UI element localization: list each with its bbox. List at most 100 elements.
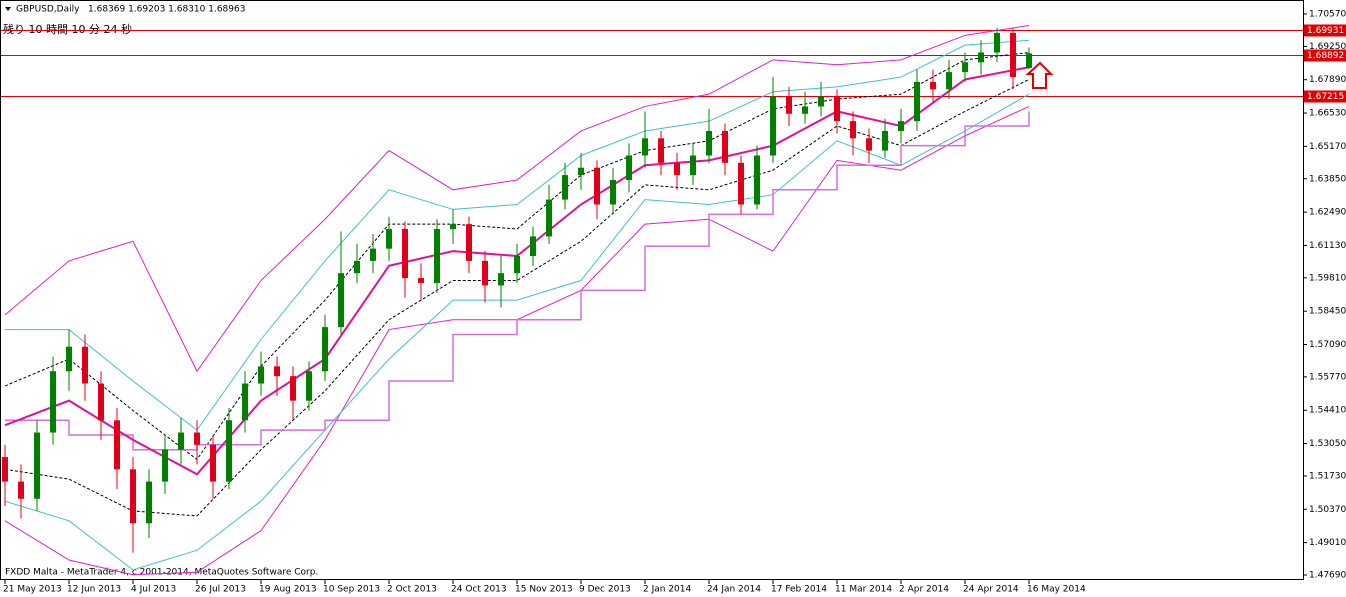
candle-body bbox=[690, 155, 696, 176]
candle-body bbox=[322, 327, 328, 372]
candle-body bbox=[642, 138, 648, 156]
x-tick-label: 16 May 2014 bbox=[1027, 585, 1086, 595]
candle-body bbox=[98, 383, 104, 421]
candle-body bbox=[802, 106, 808, 114]
candle-body bbox=[562, 175, 568, 200]
candle-body bbox=[466, 224, 472, 261]
candle-body bbox=[66, 346, 72, 372]
ohlc-info: 1.68369 1.69203 1.68310 1.68963 bbox=[88, 5, 245, 15]
candle-body bbox=[530, 236, 536, 257]
candle-body bbox=[82, 346, 88, 384]
y-tick-label: 1.69250 bbox=[1309, 42, 1346, 52]
candle-body bbox=[754, 155, 760, 205]
candle-body bbox=[482, 260, 488, 286]
candle-body bbox=[386, 229, 392, 249]
y-tick-label: 1.47690 bbox=[1309, 571, 1346, 581]
x-tick-label: 19 Aug 2013 bbox=[259, 585, 317, 595]
x-tick-label: 4 Jul 2013 bbox=[131, 585, 176, 595]
candle-body bbox=[1010, 32, 1016, 78]
indicator-line bbox=[5, 39, 1030, 431]
x-tick-label: 9 Dec 2013 bbox=[579, 585, 631, 595]
y-tick-label: 1.63850 bbox=[1309, 174, 1346, 184]
candle-body bbox=[786, 96, 792, 114]
y-tick-label: 1.66530 bbox=[1309, 109, 1346, 119]
y-tick-label: 1.50370 bbox=[1309, 505, 1346, 515]
arrow-marker bbox=[1025, 61, 1054, 89]
candle-body bbox=[354, 260, 360, 274]
y-tick-label: 1.70570 bbox=[1309, 10, 1346, 20]
candle-body bbox=[258, 366, 264, 384]
y-tick-label: 1.62490 bbox=[1309, 208, 1346, 218]
indicator-line bbox=[4, 51, 1030, 461]
price-label-box bbox=[1304, 49, 1346, 62]
candle-body bbox=[914, 81, 920, 122]
candle-body bbox=[210, 444, 216, 482]
x-tick-label: 11 Mar 2014 bbox=[835, 585, 892, 595]
x-tick-label: 15 Nov 2013 bbox=[515, 585, 573, 595]
candle-body bbox=[994, 32, 1000, 53]
candle-body bbox=[498, 273, 504, 286]
plot-frame bbox=[0, 0, 1304, 580]
candle-body bbox=[418, 278, 424, 283]
x-tick-label: 2 Apr 2014 bbox=[899, 585, 949, 595]
candle-body bbox=[946, 72, 952, 90]
footer: FXDD Malta - MetaTrader 4, c 2001-2014, … bbox=[5, 568, 318, 578]
candle-body bbox=[290, 376, 296, 401]
x-tick-label: 21 May 2013 bbox=[3, 585, 62, 595]
candle-body bbox=[130, 469, 136, 524]
candle-body bbox=[370, 248, 376, 261]
candle-body bbox=[930, 81, 936, 90]
indicator-line bbox=[4, 79, 1030, 517]
y-tick-label: 1.65170 bbox=[1309, 142, 1346, 152]
x-tick-label: 26 Jul 2013 bbox=[195, 585, 246, 595]
candle-body bbox=[194, 432, 200, 445]
y-tick-label: 1.61130 bbox=[1309, 241, 1346, 251]
candle-body bbox=[866, 138, 872, 151]
x-tick-label: 12 Jun 2013 bbox=[67, 585, 121, 595]
price-label-box bbox=[1304, 24, 1346, 37]
candle-body bbox=[594, 167, 600, 205]
price-label: 1.67215 bbox=[1307, 92, 1344, 102]
candle-body bbox=[722, 130, 728, 163]
candle-body bbox=[114, 420, 120, 470]
price-label-box bbox=[1304, 90, 1346, 103]
candle-body bbox=[546, 199, 552, 237]
candle-body bbox=[658, 138, 664, 163]
countdown: 残り 10 時間 10 分 24 秒 bbox=[3, 22, 132, 36]
candle-body bbox=[450, 224, 456, 230]
indicator-line bbox=[4, 25, 1030, 373]
candle-body bbox=[402, 229, 408, 279]
x-tick-label: 17 Feb 2014 bbox=[771, 585, 827, 595]
x-tick-label: 24 Jan 2014 bbox=[707, 585, 761, 595]
y-tick-label: 1.55770 bbox=[1309, 372, 1346, 382]
candle-body bbox=[178, 432, 184, 450]
candle-body bbox=[434, 229, 440, 283]
candle-body bbox=[226, 420, 232, 482]
candle-body bbox=[242, 383, 248, 421]
x-tick-label: 24 Apr 2014 bbox=[963, 585, 1019, 595]
candle-body bbox=[50, 371, 56, 433]
price-label: 1.68892 bbox=[1307, 51, 1344, 61]
symbol-title: GBPUSD,Daily bbox=[16, 5, 80, 15]
indicator-line bbox=[4, 93, 1030, 571]
candle-body bbox=[738, 162, 744, 205]
candle-body bbox=[34, 432, 40, 499]
candle-body bbox=[978, 52, 984, 63]
candle-body bbox=[2, 457, 8, 482]
y-tick-label: 1.49010 bbox=[1309, 538, 1346, 548]
candle-body bbox=[274, 366, 280, 377]
candle-body bbox=[306, 371, 312, 401]
candle-body bbox=[514, 256, 520, 274]
candle-body bbox=[850, 121, 856, 139]
candle-body bbox=[18, 481, 24, 499]
candle-body bbox=[338, 273, 344, 328]
x-tick-label: 2 Jan 2014 bbox=[643, 585, 691, 595]
candle-body bbox=[162, 449, 168, 482]
x-tick-label: 10 Sep 2013 bbox=[323, 585, 380, 595]
x-tick-label: 2 Oct 2013 bbox=[387, 585, 437, 595]
candle-body bbox=[898, 121, 904, 131]
candle-body bbox=[770, 96, 776, 156]
y-tick-label: 1.51730 bbox=[1309, 471, 1346, 481]
candle-body bbox=[578, 167, 584, 176]
